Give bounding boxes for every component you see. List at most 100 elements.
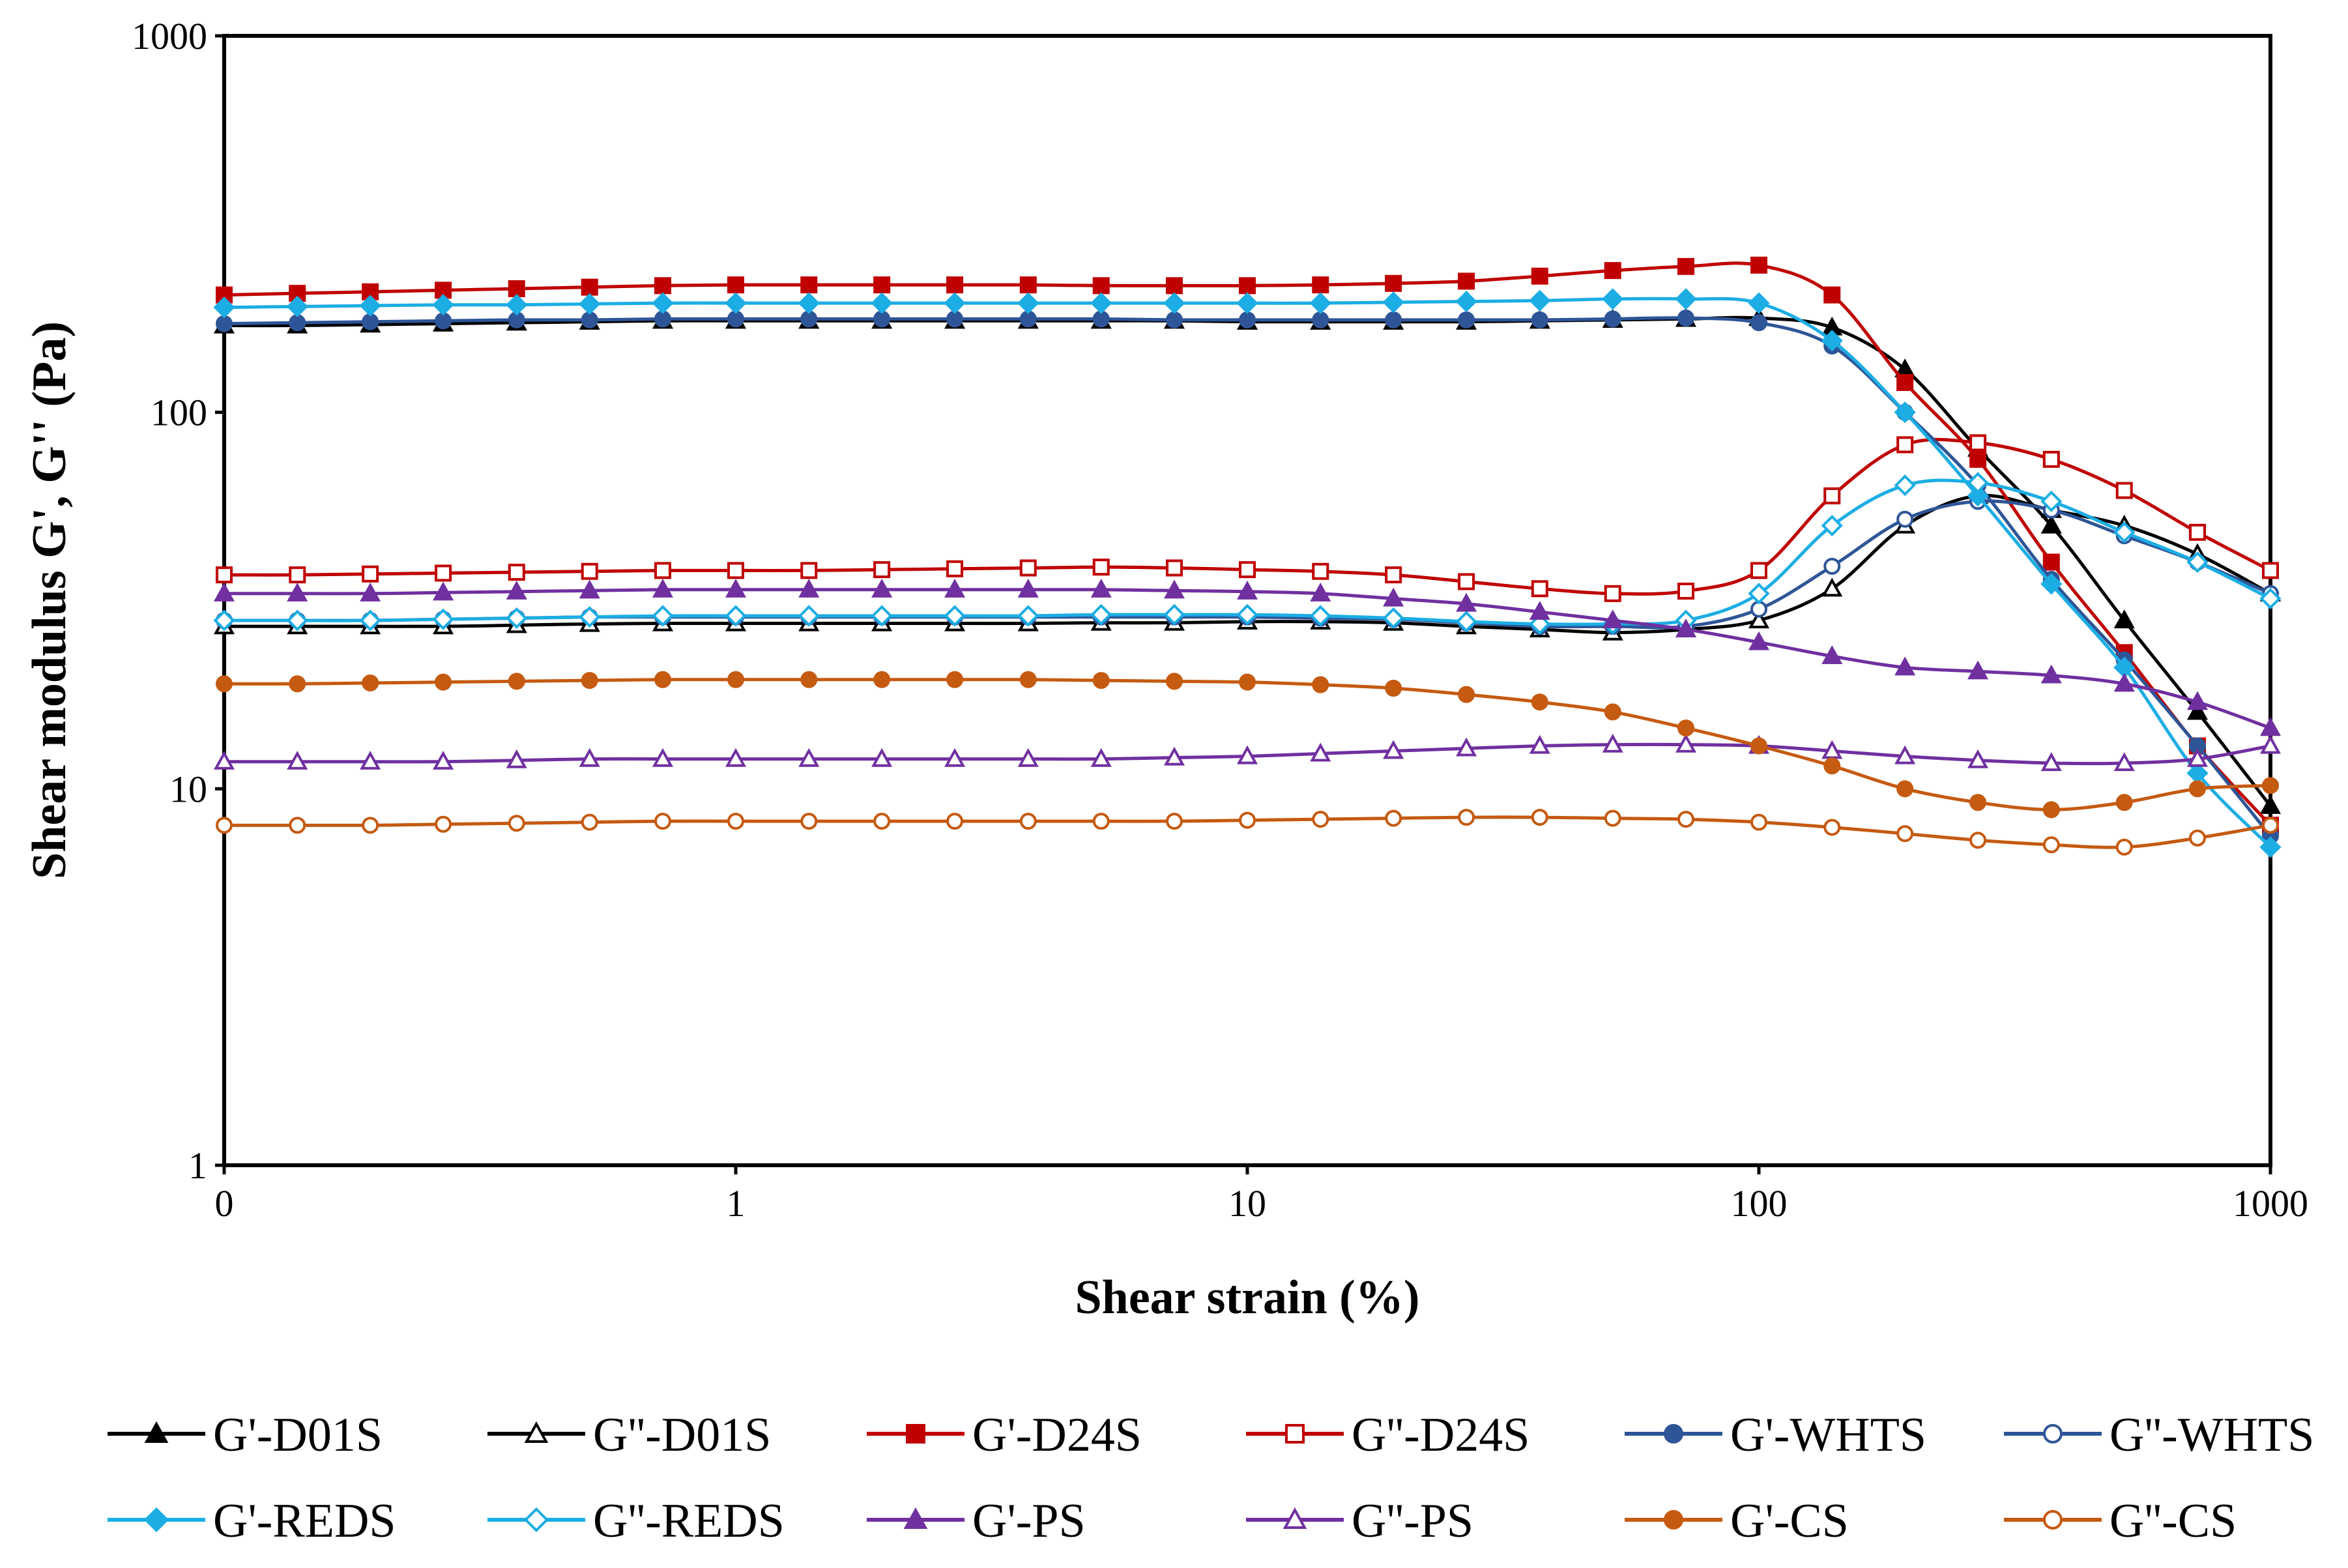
data-point [1166, 311, 1183, 328]
data-point [944, 748, 966, 767]
data-point [798, 292, 820, 314]
legend-item: G''-D01S [487, 1408, 771, 1462]
data-point [1236, 292, 1258, 314]
data-point [579, 606, 601, 628]
data-point [873, 276, 891, 294]
x-axis-title: Shear strain (%) [1075, 1271, 1420, 1324]
data-point [727, 310, 744, 328]
data-point [1090, 748, 1112, 767]
x-tick-label: 1000 [2233, 1182, 2308, 1225]
data-point [798, 579, 820, 598]
data-point [1458, 809, 1475, 826]
data-point [359, 609, 381, 632]
data-point [1455, 611, 1477, 633]
data-point [1385, 809, 1402, 827]
data-point [1894, 745, 1916, 764]
data-point [1017, 292, 1039, 314]
data-point [2040, 752, 2062, 772]
legend-item: G''-PS [1246, 1494, 1473, 1548]
data-point [1967, 485, 1989, 507]
data-point [1019, 276, 1037, 294]
series-G''-D24S [216, 434, 2279, 602]
data-point [725, 579, 747, 598]
data-point [2115, 482, 2133, 499]
data-point [727, 562, 744, 579]
data-point [1529, 734, 1550, 754]
data-point [1312, 676, 1329, 693]
data-point [286, 609, 308, 632]
plot-area-frame [222, 34, 2272, 1167]
x-tick-label: 100 [1731, 1182, 1788, 1225]
data-point [1092, 277, 1110, 295]
data-point [2113, 521, 2136, 544]
data-point [1090, 579, 1112, 598]
data-point [1823, 757, 1841, 775]
series-line [224, 678, 2271, 811]
data-point [1458, 311, 1475, 328]
data-point [2259, 717, 2282, 736]
data-point [1750, 314, 1767, 332]
data-point [1969, 434, 1987, 452]
data-point [213, 297, 235, 319]
data-point [433, 581, 454, 601]
data-point [1385, 679, 1402, 697]
data-point [871, 605, 893, 627]
data-point [1458, 272, 1475, 290]
data-point [1604, 703, 1621, 721]
data-point [1236, 581, 1258, 600]
data-point [435, 564, 452, 582]
data-point [1239, 277, 1256, 295]
data-point [1602, 733, 1623, 753]
legend-marker [143, 1507, 169, 1533]
data-point [1163, 579, 1185, 599]
data-point [506, 581, 527, 600]
data-point [2262, 777, 2279, 794]
data-point [1750, 562, 1767, 579]
data-point [287, 583, 308, 602]
data-point [1385, 566, 1402, 584]
data-point [1896, 825, 1914, 843]
data-point [2113, 609, 2135, 629]
legend-label: G''-CS [2109, 1494, 2237, 1548]
legend-label: G'-WHTS [1730, 1408, 1926, 1462]
legend-label: G''-D24S [1352, 1408, 1529, 1462]
series-G'-CS [216, 671, 2279, 819]
data-point [2259, 587, 2282, 610]
data-point [1821, 645, 1843, 665]
data-point [1385, 311, 1402, 328]
data-point [435, 815, 452, 833]
data-point [1677, 811, 1695, 828]
data-point [579, 293, 601, 315]
data-point [800, 276, 818, 294]
data-point [1017, 748, 1039, 767]
data-point [508, 673, 525, 690]
data-point [1821, 514, 1843, 537]
legend: G'-D01S G''-D01S G'-D24S G''-D24S G'-WHTS G''… [108, 1408, 2314, 1548]
legend-label: G'-D24S [972, 1408, 1142, 1462]
data-point [1604, 585, 1621, 602]
data-point [654, 671, 672, 688]
data-point [1163, 603, 1185, 626]
data-point [1896, 780, 1914, 798]
legend-marker [523, 1507, 549, 1533]
data-point [1456, 737, 1477, 757]
data-point [946, 560, 964, 577]
data-point [1894, 656, 1916, 676]
data-point [2259, 734, 2282, 754]
x-tick-label: 1 [727, 1182, 746, 1225]
data-point [1309, 605, 1331, 627]
y-tick-label: 1000 [132, 15, 207, 57]
data-point [1236, 745, 1258, 764]
x-tick-label: 10 [1228, 1182, 1266, 1225]
series-G'-D24S [216, 256, 2279, 834]
data-point [1166, 813, 1183, 830]
data-point [1092, 813, 1110, 830]
series-line [224, 261, 2272, 827]
data-point [362, 674, 379, 691]
data-point [1823, 557, 1841, 575]
data-point [216, 315, 233, 332]
series-layer [213, 256, 2282, 858]
data-point [508, 815, 525, 832]
data-point [435, 312, 452, 330]
